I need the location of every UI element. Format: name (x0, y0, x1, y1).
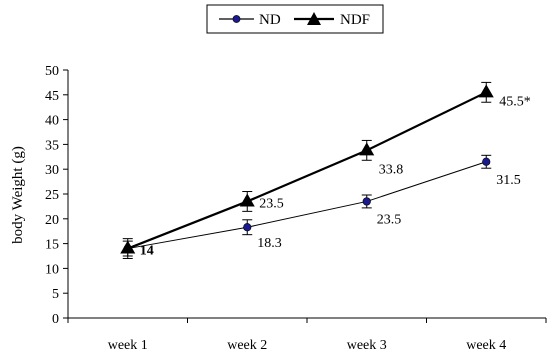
y-tick-label: 0 (52, 312, 59, 327)
y-ticks: 0 5 10 15 20 25 30 35 40 45 50 (45, 64, 68, 327)
legend-ndf-label: NDF (340, 12, 370, 28)
y-tick-label: 10 (45, 262, 59, 277)
legend-nd-marker (232, 15, 241, 23)
data-point-nd (482, 157, 491, 166)
data-label-nd: 31.5 (496, 173, 521, 188)
data-point-ndf (359, 142, 375, 156)
legend: ND NDF (206, 4, 384, 34)
data-point-ndf (120, 240, 136, 254)
x-tick-label: week 1 (108, 338, 148, 353)
legend-nd-label: ND (259, 12, 281, 28)
data-labels: 18.3 23.5 31.5 14 23.5 33.8 45.5* (140, 94, 531, 258)
data-label-ndf: 23.5 (259, 196, 284, 211)
series-lines (127, 91, 487, 250)
x-tick-label: week 3 (347, 338, 387, 353)
y-tick-label: 5 (52, 287, 59, 302)
y-tick-label: 40 (45, 114, 59, 129)
data-point-nd (362, 197, 371, 206)
y-tick-label: 50 (45, 64, 59, 79)
markers (120, 84, 494, 254)
data-label-nd: 18.3 (257, 236, 282, 251)
y-tick-label: 45 (45, 89, 59, 104)
y-tick-label: 25 (45, 188, 59, 203)
data-point-nd (243, 223, 252, 232)
y-tick-label: 15 (45, 238, 59, 253)
error-bars (122, 81, 492, 259)
data-label-ndf: 14 (140, 244, 154, 259)
x-tick-label: week 2 (227, 338, 267, 353)
y-tick-label: 35 (45, 138, 59, 153)
x-tick-label: week 4 (466, 338, 506, 353)
series-line-nd (127, 161, 487, 250)
y-axis-title: body Weight (g) (10, 146, 26, 244)
data-label-ndf: 33.8 (379, 162, 404, 177)
data-point-ndf (478, 84, 494, 98)
series-line-ndf (127, 91, 487, 250)
y-tick-label: 30 (45, 163, 59, 178)
data-label-ndf: 45.5* (499, 94, 531, 109)
data-point-ndf (239, 193, 255, 207)
data-label-nd: 23.5 (377, 212, 402, 227)
x-ticks: week 1 week 2 week 3 week 4 (67, 318, 547, 353)
y-tick-label: 20 (45, 213, 59, 228)
legend-ndf-marker (307, 12, 321, 25)
